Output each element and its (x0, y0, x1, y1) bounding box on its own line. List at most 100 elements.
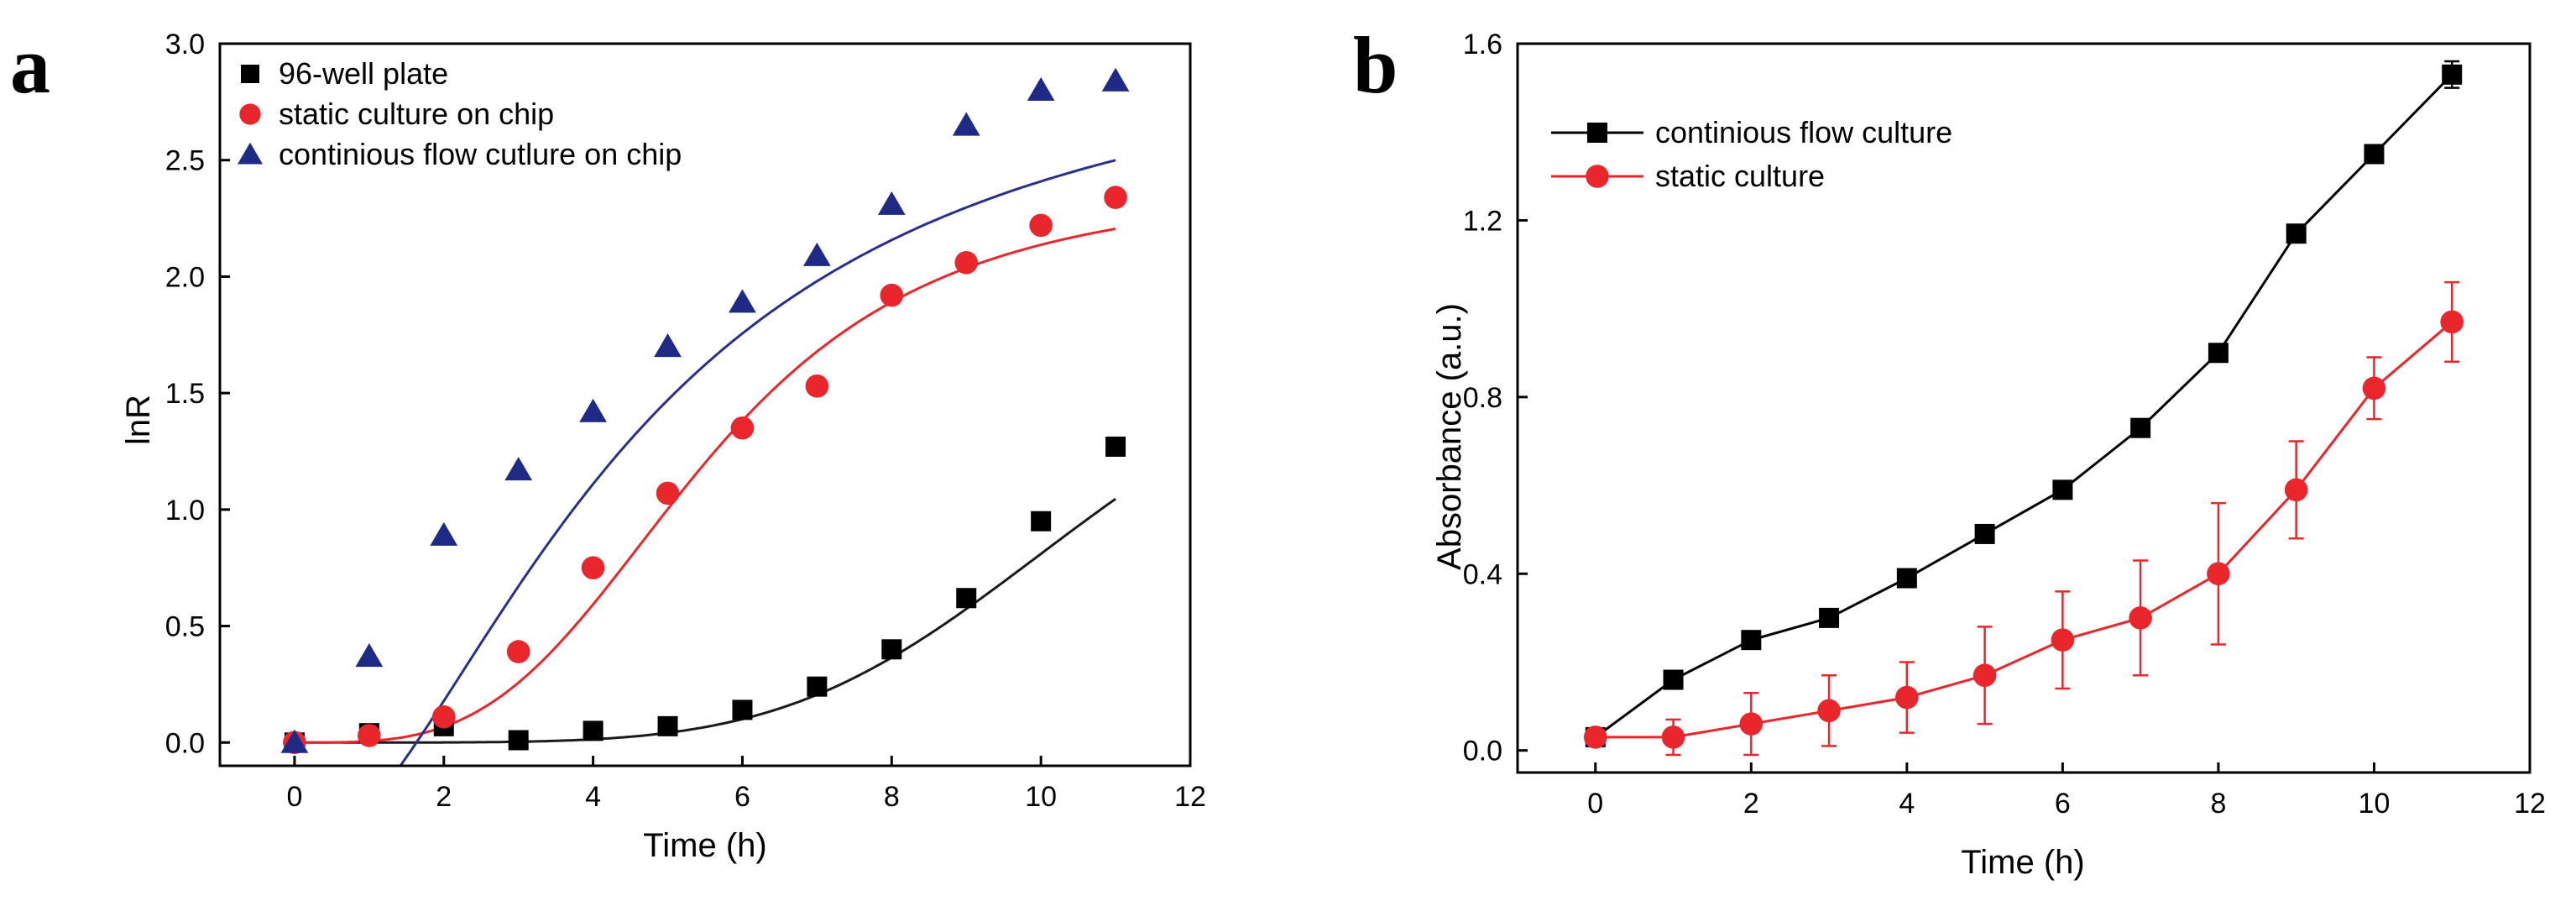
data-point-a-s2 (730, 416, 755, 440)
data-point-b-s1 (1741, 630, 1762, 651)
b-y-tick-label: 0.8 (1463, 382, 1502, 414)
data-point-b-s2 (2207, 562, 2230, 586)
a-y-tick-label: 1.0 (165, 495, 205, 526)
panel-a-x-axis-title: Time (h) (643, 827, 766, 864)
panel-b-y-ticks: 0.0 0.4 0.8 1.2 1.6 (1463, 29, 1528, 767)
b-y-tick-label: 1.6 (1463, 29, 1502, 60)
a-x-tick-label: 8 (884, 781, 900, 813)
panel-a-legend: 96-well plate static culture on chip conti… (237, 56, 682, 171)
data-point-a-s1 (508, 730, 529, 751)
legend-label-a-3: continious flow cutlure on chip (279, 137, 682, 171)
data-point-a-s3 (430, 521, 458, 546)
b-y-tick-label: 1.2 (1463, 205, 1502, 237)
data-point-b-s2 (2362, 376, 2386, 401)
a-y-tick-label: 1.5 (165, 378, 205, 410)
b-x-tick-label: 0 (1587, 788, 1603, 820)
legend-marker-b-2 (1586, 165, 1609, 188)
data-point-a-s1 (732, 699, 753, 720)
a-x-tick-label: 4 (585, 781, 601, 813)
data-point-a-s2 (805, 375, 829, 398)
b-x-tick-label: 2 (1743, 788, 1759, 820)
data-point-b-s1 (2052, 479, 2073, 500)
data-point-b-s1 (1663, 669, 1684, 690)
a-x-tick-label: 10 (1025, 781, 1057, 813)
b-x-tick-label: 12 (2514, 788, 2546, 820)
panel-a-plot-frame (218, 42, 1192, 767)
legend-label-b-1: continious flow culture (1655, 115, 1952, 149)
data-point-b-s2 (1583, 726, 1607, 749)
legend-marker-b-1 (1587, 123, 1607, 143)
data-point-a-s1 (583, 720, 604, 741)
legend-label-a-2: static culture on chip (279, 97, 554, 131)
panel-b-y-axis-title: Absorbance (a.u.) (1431, 303, 1468, 570)
panel-b-legend: continious flow culture static culture (1551, 115, 1952, 193)
panel-a-data-points (280, 67, 1130, 755)
panel-b: b 0 2 4 6 8 10 12 0.0 0.4 0.8 1.2 1.6 Time (h) Abs… (1353, 20, 2546, 881)
data-point-b-s2 (1972, 663, 1997, 688)
panel-b-x-axis-title: Time (h) (1961, 844, 2084, 881)
data-point-a-s3 (504, 457, 533, 481)
data-point-b-s1 (1819, 607, 1840, 628)
data-point-a-s3 (355, 643, 384, 668)
data-point-b-s2 (2129, 606, 2152, 630)
data-point-a-s3 (729, 289, 756, 313)
legend-marker-a-1 (241, 65, 259, 83)
fit-curve-1 (294, 497, 1116, 744)
series-line-b-1 (1594, 73, 2453, 739)
a-x-tick-label: 6 (734, 781, 750, 813)
panel-b-x-ticks: 0 2 4 6 8 10 12 (1587, 762, 2546, 820)
data-point-b-s1 (2208, 343, 2229, 364)
data-point-b-s1 (1974, 523, 1995, 544)
data-point-a-s3 (579, 398, 607, 422)
panel-b-letter: b (1353, 20, 1398, 110)
series-line-b-2 (1595, 321, 2453, 739)
legend-marker-a-2 (239, 103, 261, 125)
panel-a-x-ticks: 0 2 4 6 8 10 12 (286, 756, 1206, 813)
legend-label-a-1: 96-well plate (279, 56, 448, 91)
b-y-tick-label: 0.0 (1463, 736, 1502, 767)
fit-curve-3 (399, 159, 1116, 766)
a-y-tick-label: 3.0 (165, 29, 205, 60)
data-point-a-s2 (506, 640, 530, 663)
data-point-b-s2 (1739, 712, 1763, 736)
data-point-a-s2 (1104, 186, 1127, 209)
legend-marker-a-3 (237, 142, 264, 165)
data-point-a-s2 (656, 481, 680, 506)
a-y-tick-label: 0.5 (165, 611, 205, 643)
data-point-b-s2 (2051, 628, 2075, 652)
a-y-tick-label: 2.0 (165, 261, 205, 293)
a-y-tick-label: 2.5 (165, 145, 205, 177)
data-point-a-s2 (1029, 213, 1053, 238)
legend-label-b-2: static culture (1655, 159, 1825, 193)
data-point-b-s1 (2130, 417, 2151, 438)
data-point-a-s3 (1101, 67, 1130, 92)
data-point-b-s1 (1896, 568, 1917, 589)
data-point-a-s2 (880, 283, 904, 307)
panel-a-y-ticks: 0.0 0.5 1.0 1.5 2.0 2.5 3.0 (165, 29, 230, 759)
data-point-b-s2 (2284, 478, 2308, 502)
data-point-a-s3 (280, 729, 309, 753)
panel-a-fit-curves (294, 159, 1116, 766)
data-point-b-s2 (1895, 685, 1919, 710)
data-point-b-s1 (2442, 64, 2463, 85)
panel-b-data-series (1583, 60, 2464, 757)
data-point-a-s1 (881, 639, 902, 660)
data-point-a-s3 (877, 191, 906, 215)
data-point-a-s1 (807, 676, 828, 697)
data-point-a-s2 (358, 724, 381, 747)
a-x-tick-label: 0 (286, 781, 302, 813)
data-point-b-s2 (1817, 699, 1841, 723)
data-point-a-s1 (956, 588, 977, 609)
data-point-b-s2 (2440, 310, 2464, 334)
b-x-tick-label: 4 (1899, 788, 1915, 820)
data-point-a-s2 (581, 556, 605, 579)
b-y-tick-label: 0.4 (1463, 558, 1502, 590)
data-point-a-s3 (654, 333, 682, 358)
data-point-a-s3 (803, 242, 831, 266)
panel-a-y-axis-title: lnR (120, 395, 157, 445)
data-point-b-s1 (2286, 223, 2307, 244)
data-point-a-s2 (954, 250, 979, 275)
data-point-a-s2 (431, 705, 456, 729)
data-point-a-s3 (1027, 76, 1055, 101)
